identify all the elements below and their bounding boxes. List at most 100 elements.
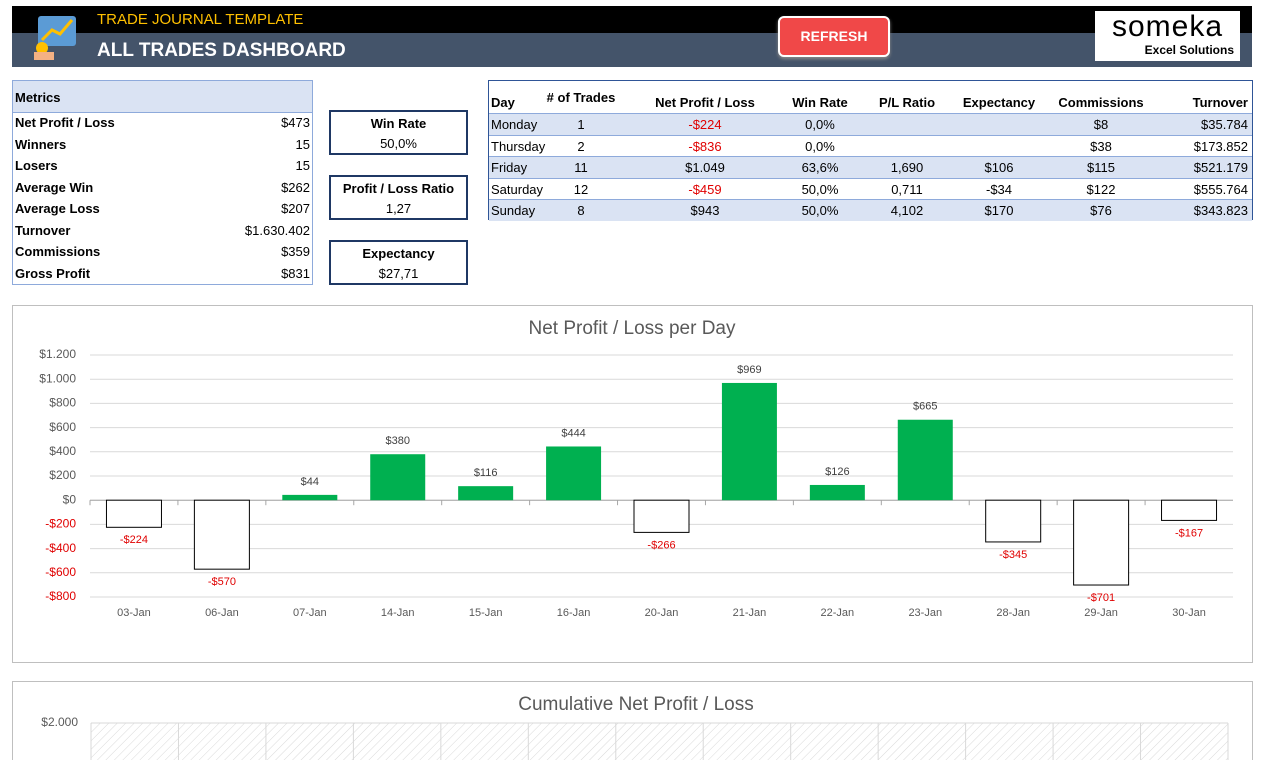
table-cell: 50,0% [801, 181, 839, 197]
kpi-value: 50,0% [380, 136, 417, 151]
bar [105, 499, 162, 528]
table-cell: $38 [1090, 138, 1112, 154]
bar [1073, 499, 1130, 586]
y-tick-label: $0 [63, 492, 77, 506]
table-cell: Monday [491, 117, 538, 132]
y-tick-label: $2.000 [41, 715, 78, 729]
chart-title: Net Profit / Loss per Day [529, 318, 736, 339]
metric-value: $1.630.402 [244, 222, 310, 238]
metric-value: 15 [295, 158, 310, 173]
x-tick-label: 15-Jan [469, 607, 503, 619]
bar [193, 499, 250, 570]
table-cell: Thursday [491, 138, 546, 154]
table-cell: $115 [1087, 160, 1115, 175]
bar [458, 486, 514, 501]
table-row: Friday 11 $1.049 63,6% 1,690 $106 $115 $521.179 [489, 156, 1252, 178]
data-label: -$167 [1175, 527, 1203, 539]
title: ALL TRADES DASHBOARD [97, 40, 346, 61]
data-label: -$266 [647, 539, 675, 551]
y-tick-label: $1.200 [39, 347, 76, 361]
x-tick-label: 20-Jan [645, 607, 679, 619]
x-tick-label: 03-Jan [117, 607, 151, 619]
data-label: $444 [561, 427, 585, 439]
kpi-box: Win Rate 50,0% [329, 110, 468, 155]
y-tick-label: $800 [49, 396, 76, 410]
x-tick-label: 22-Jan [821, 607, 855, 619]
app-icon [34, 16, 76, 60]
data-label: $44 [301, 476, 319, 488]
data-label: $665 [913, 401, 937, 413]
x-tick-label: 16-Jan [557, 607, 591, 619]
y-tick-label: $600 [49, 420, 76, 434]
kpi-value: 1,27 [385, 201, 412, 216]
table-cell: $555.764 [1193, 181, 1248, 197]
metric-label: Commissions [15, 244, 101, 259]
metric-value: $207 [281, 201, 310, 216]
table-cell: -$836 [688, 138, 722, 154]
kpi-box: Profit / Loss Ratio 1,27 [329, 175, 468, 220]
table-cell: -$459 [688, 181, 722, 197]
table-cell: $76 [1090, 203, 1112, 218]
x-tick-label: 21-Jan [733, 607, 767, 619]
table-cell: $35.784 [1201, 117, 1248, 132]
kpi-value: $27,71 [378, 266, 419, 281]
logo-tagline: Excel Solutions [1144, 43, 1234, 57]
x-tick-label: 07-Jan [293, 607, 327, 619]
header-top [12, 6, 1252, 33]
y-tick-label: -$400 [45, 541, 76, 555]
refresh-button[interactable]: REFRESH [778, 16, 890, 57]
metric-label: Winners [15, 136, 67, 152]
metric-value: $359 [281, 244, 310, 259]
y-tick-label: -$800 [45, 589, 76, 603]
metric-label: Average Win [15, 179, 94, 195]
table-cell: 1 [577, 117, 585, 132]
table-cell: 2 [577, 138, 585, 154]
data-label: -$570 [208, 576, 236, 588]
table-cell: -$224 [688, 117, 722, 132]
y-tick-label: -$200 [45, 517, 76, 531]
x-tick-label: 06-Jan [205, 607, 239, 619]
logo-text: someka [1111, 10, 1224, 43]
data-label: $969 [737, 364, 761, 376]
column-header: Day [491, 95, 515, 110]
column-header: Commissions [1058, 95, 1144, 110]
data-label: -$701 [1087, 592, 1115, 604]
subtitle: TRADE JOURNAL TEMPLATE [97, 11, 304, 28]
bar [370, 454, 426, 501]
bar [721, 382, 777, 501]
table-cell: $521.179 [1193, 160, 1248, 175]
table-cell: Sunday [491, 203, 536, 218]
table-cell: 0,711 [891, 181, 923, 197]
kpi-label: Expectancy [362, 246, 435, 261]
bar [809, 484, 865, 501]
table-cell: 50,0% [801, 203, 839, 218]
logo: someka Excel Solutions [1095, 11, 1240, 61]
data-label: $116 [474, 467, 498, 479]
kpi-box: Expectancy $27,71 [329, 240, 468, 285]
metric-label: Losers [15, 158, 58, 173]
column-header: Win Rate [792, 95, 848, 110]
metric-label: Net Profit / Loss [15, 115, 115, 130]
x-tick-label: 29-Jan [1084, 607, 1118, 619]
x-tick-label: 28-Jan [996, 607, 1030, 619]
column-header: Net Profit / Loss [655, 95, 755, 110]
bar [282, 494, 338, 501]
y-tick-label: -$600 [45, 565, 76, 579]
table-cell: $1.049 [685, 160, 725, 175]
column-header: # of Trades [546, 90, 616, 105]
data-label: $126 [825, 466, 849, 478]
y-tick-label: $200 [49, 468, 76, 482]
kpi-label: Profit / Loss Ratio [342, 181, 455, 196]
table-row: Saturday 12 -$459 50,0% 0,711 -$34 $122 $555.76… [489, 177, 1252, 199]
bar [985, 499, 1042, 543]
data-label: $380 [385, 435, 409, 447]
x-tick-label: 30-Jan [1172, 607, 1206, 619]
table-cell: $343.823 [1193, 203, 1248, 218]
x-tick-label: 14-Jan [381, 607, 415, 619]
y-tick-label: $400 [49, 444, 76, 458]
bar [897, 419, 953, 501]
metric-value: $473 [281, 115, 310, 130]
plot-area [91, 723, 1228, 760]
column-header: Turnover [1192, 95, 1248, 110]
